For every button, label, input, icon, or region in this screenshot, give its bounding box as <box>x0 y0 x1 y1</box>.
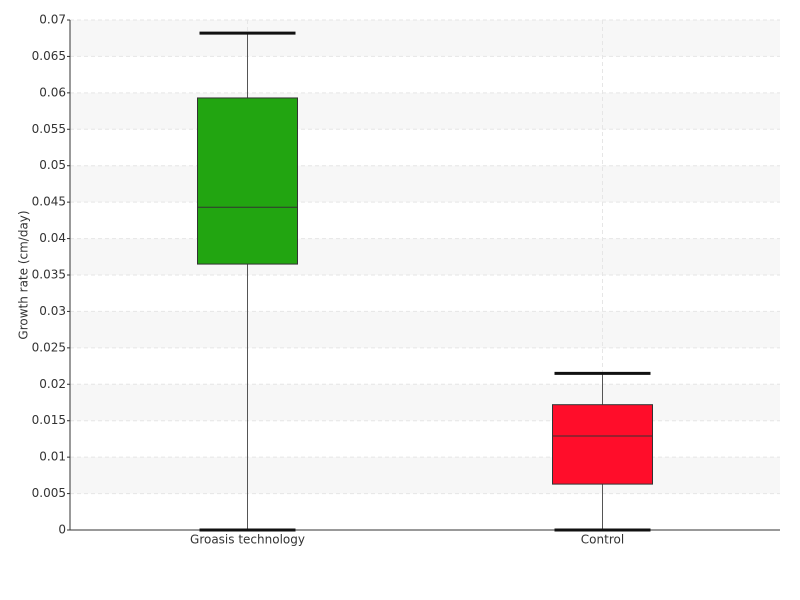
y-tick-label: 0.015 <box>32 413 66 427</box>
y-tick-label: 0.06 <box>39 85 66 99</box>
grid-band <box>70 311 780 348</box>
y-tick-label: 0.07 <box>39 13 66 27</box>
y-tick-label: 0.01 <box>39 450 66 464</box>
y-tick-label: 0.025 <box>32 340 66 354</box>
y-tick-label: 0.03 <box>39 304 66 318</box>
y-tick-label: 0.035 <box>32 268 66 282</box>
grid-band <box>70 20 780 57</box>
grid-band <box>70 238 780 275</box>
y-axis-label: Growth rate (cm/day) <box>17 210 31 339</box>
y-tick-label: 0.005 <box>32 486 66 500</box>
y-tick-label: 0 <box>58 523 66 537</box>
box <box>197 97 298 265</box>
x-tick-label: Groasis technology <box>190 533 305 547</box>
y-tick-label: 0.05 <box>39 158 66 172</box>
y-tick-label: 0.04 <box>39 231 66 245</box>
grid-band <box>70 165 780 203</box>
x-tick-label: Control <box>581 533 624 547</box>
y-tick-label: 0.055 <box>32 122 66 136</box>
y-tick-label: 0.065 <box>32 49 66 63</box>
y-tick-label: 0.02 <box>39 377 66 391</box>
grid-band <box>70 384 780 421</box>
y-tick-label: 0.045 <box>32 195 66 209</box>
box <box>552 404 653 485</box>
grid-band <box>70 92 780 130</box>
grid-band <box>70 457 780 494</box>
